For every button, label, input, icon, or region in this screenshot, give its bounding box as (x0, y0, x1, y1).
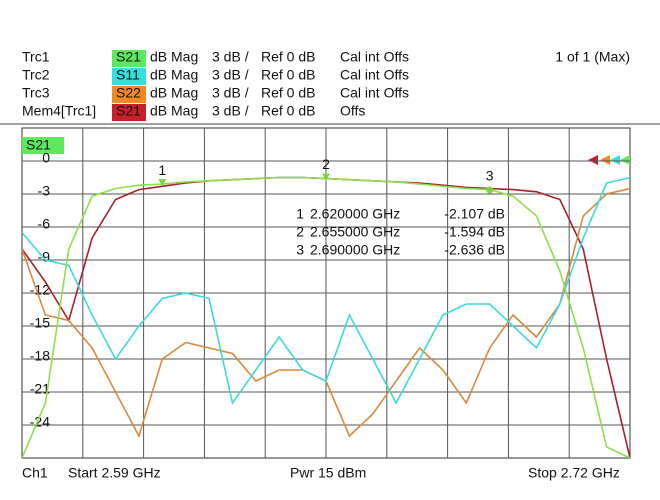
trace-param: S22 (116, 85, 141, 101)
trace-ref: Ref 0 dB (261, 103, 315, 119)
trace-param: S21 (116, 103, 141, 119)
trace-param: S11 (116, 67, 140, 83)
footer-start: Start 2.59 GHz (68, 465, 161, 481)
active-trace: S21 (26, 137, 51, 153)
ref-arrow (588, 155, 598, 165)
y-tick-label: -21 (30, 381, 50, 397)
y-tick-label: 0 (42, 150, 50, 166)
marker-row-value: -2.636 dB (444, 242, 505, 258)
marker (322, 173, 330, 181)
trace-name: Trc1 (22, 49, 50, 65)
trace-format: dB Mag (150, 85, 198, 101)
marker (486, 186, 494, 194)
param-tag (112, 68, 146, 85)
param-tag (112, 50, 146, 67)
trace-scale: 3 dB / (212, 103, 249, 119)
status: 1 of 1 (Max) (555, 49, 630, 65)
trace-format: dB Mag (150, 49, 198, 65)
marker-row-value: -1.594 dB (444, 224, 505, 240)
y-tick-label: -6 (38, 216, 51, 232)
trace-format: dB Mag (150, 103, 198, 119)
marker-number: 2 (322, 156, 330, 172)
footer-channel: Ch1 (22, 465, 48, 481)
trace-scale: 3 dB / (212, 67, 249, 83)
trace-cal: Cal int Offs (340, 67, 409, 83)
trace-ref: Ref 0 dB (261, 49, 315, 65)
marker-number: 1 (158, 162, 166, 178)
param-tag (112, 104, 146, 121)
marker-row-freq: 2.690000 GHz (310, 242, 400, 258)
trace-line (22, 176, 630, 405)
marker-row-label: 2 (296, 224, 304, 240)
ref-arrow (620, 155, 630, 165)
trace-scale: 3 dB / (212, 85, 249, 101)
marker-number: 3 (486, 168, 494, 184)
trace-cal: Offs (340, 103, 365, 119)
trace-cal: Cal int Offs (340, 85, 409, 101)
active-trace-tag (22, 137, 64, 154)
marker-row-freq: 2.655000 GHz (310, 224, 400, 240)
trace-format: dB Mag (150, 67, 198, 83)
trace-ref: Ref 0 dB (261, 85, 315, 101)
param-tag (112, 86, 146, 103)
y-tick-label: -18 (30, 348, 50, 364)
trace-scale: 3 dB / (212, 49, 249, 65)
footer-power: Pwr 15 dBm (290, 465, 366, 481)
marker-row-label: 1 (296, 206, 304, 222)
trace-param: S21 (116, 49, 141, 65)
marker (158, 179, 167, 187)
footer-stop: Stop 2.72 GHz (528, 465, 620, 481)
y-tick-label: -15 (30, 315, 50, 331)
trace-name: Trc3 (22, 85, 50, 101)
trace-cal: Cal int Offs (340, 49, 409, 65)
marker-row-value: -2.107 dB (444, 206, 505, 222)
ref-arrow (610, 155, 620, 165)
marker-row-label: 3 (296, 242, 304, 258)
ref-arrow (600, 155, 610, 165)
trace-name: Mem4[Trc1] (22, 103, 96, 119)
marker-row-freq: 2.620000 GHz (310, 206, 400, 222)
y-tick-label: -3 (38, 183, 51, 199)
trace-name: Trc2 (22, 67, 50, 83)
trace-ref: Ref 0 dB (261, 67, 315, 83)
y-tick-label: -9 (38, 249, 51, 265)
